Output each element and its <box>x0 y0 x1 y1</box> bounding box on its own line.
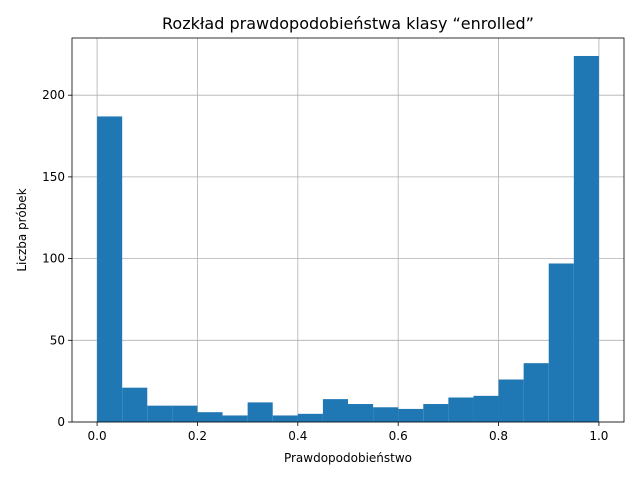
histogram-bar <box>97 116 123 422</box>
y-tick-label: 150 <box>42 170 65 184</box>
histogram-bar <box>247 402 273 422</box>
y-tick-label: 0 <box>57 415 65 429</box>
histogram-bar <box>297 413 323 422</box>
x-tick-label: 0.6 <box>389 429 408 443</box>
y-tick-label: 100 <box>42 252 65 266</box>
histogram-bar <box>573 55 599 423</box>
histogram-bar <box>222 415 248 422</box>
x-axis-ticks: 0.0 0.2 0.4 0.6 0.8 1.0 <box>88 422 608 443</box>
histogram-bar <box>498 379 524 422</box>
histogram-bar <box>423 404 449 422</box>
x-tick-label: 0.4 <box>288 429 307 443</box>
histogram-bar <box>272 415 298 422</box>
x-tick-label: 0.8 <box>489 429 508 443</box>
histogram-bar <box>473 395 499 422</box>
x-tick-label: 1.0 <box>589 429 608 443</box>
histogram-bar <box>448 397 474 422</box>
chart-title: Rozkład prawdopodobieństwa klasy “enroll… <box>162 14 534 33</box>
plot-frame <box>71 37 625 423</box>
histogram-bar <box>373 407 399 422</box>
histogram-bar <box>398 408 424 422</box>
histogram-bar <box>348 404 374 422</box>
y-axis-label: Liczba próbek <box>15 188 29 271</box>
histogram-bar <box>197 412 223 422</box>
histogram-bar <box>122 387 148 422</box>
y-axis-ticks: 0 50 100 150 200 <box>42 88 72 429</box>
histogram-bar <box>548 263 574 422</box>
histogram-bar <box>322 399 348 422</box>
y-tick-label: 50 <box>50 333 65 347</box>
histogram-bar <box>147 405 173 422</box>
x-tick-label: 0.2 <box>188 429 207 443</box>
y-tick-label: 200 <box>42 88 65 102</box>
x-tick-label: 0.0 <box>88 429 107 443</box>
x-axis-label: Prawdopodobieństwo <box>284 451 412 465</box>
histogram-bars <box>97 55 599 423</box>
histogram-bar <box>172 405 198 422</box>
histogram-bar <box>523 363 549 422</box>
